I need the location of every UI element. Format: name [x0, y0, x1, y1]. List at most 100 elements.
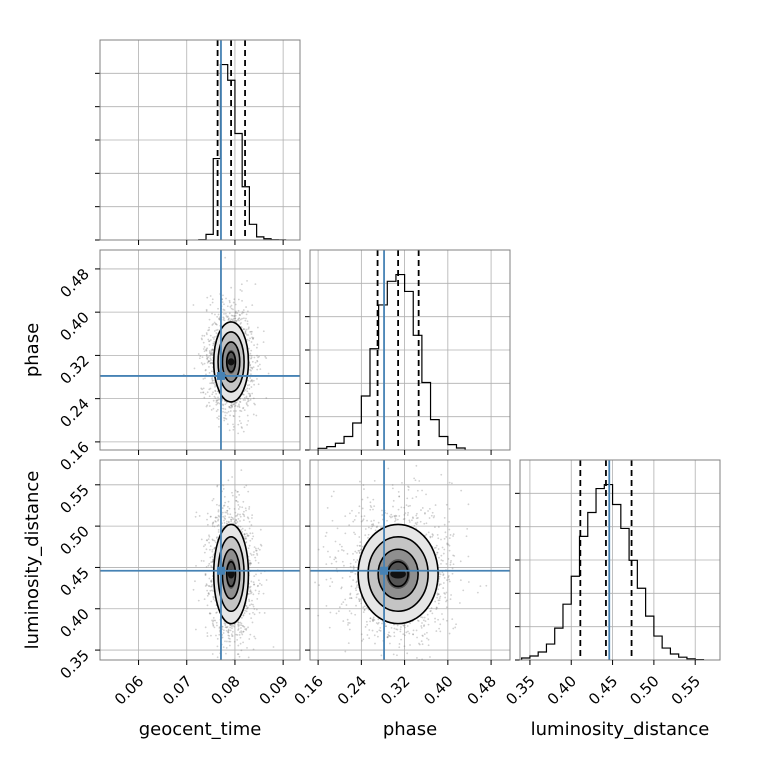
- sample-point: [243, 409, 246, 412]
- sample-point: [250, 366, 252, 369]
- sample-point: [425, 455, 427, 457]
- panel-frame: [99, 459, 301, 661]
- sample-point: [211, 538, 214, 541]
- sample-point: [227, 318, 230, 321]
- sample-point: [325, 578, 328, 581]
- sample-point: [440, 538, 442, 541]
- xtick-label: 0.40: [420, 672, 456, 708]
- sample-point: [429, 535, 432, 538]
- sample-point: [238, 313, 241, 316]
- sample-point: [436, 533, 439, 536]
- sample-point: [243, 513, 245, 516]
- sample-point: [246, 671, 248, 673]
- sample-point: [237, 432, 240, 435]
- sample-point: [224, 624, 227, 627]
- sample-point: [257, 562, 260, 564]
- sample-point: [336, 527, 339, 530]
- sample-point: [340, 545, 343, 548]
- sample-point: [237, 525, 240, 528]
- sample-point: [228, 644, 231, 647]
- sample-point: [395, 515, 398, 517]
- sample-point: [234, 522, 237, 524]
- sample-point: [214, 397, 217, 399]
- sample-point: [351, 571, 354, 573]
- sample-point: [251, 379, 253, 381]
- panel-geocent-time-luminosity-distance: 0.06 0.07 0.08 0.09 0.35 0.40 0.45 0.50 0.55: [56, 459, 301, 708]
- sample-point: [449, 563, 452, 566]
- sample-point: [415, 514, 418, 517]
- sample-point: [257, 547, 260, 550]
- sample-point: [208, 360, 211, 362]
- sample-point: [258, 590, 261, 593]
- sample-point: [228, 429, 231, 432]
- sample-point: [369, 617, 372, 620]
- sample-point: [235, 320, 238, 322]
- sample-point: [207, 584, 210, 587]
- sample-point: [217, 519, 219, 522]
- sample-point: [361, 498, 364, 501]
- sample-point: [238, 655, 241, 658]
- sample-point: [353, 531, 355, 534]
- sample-point: [252, 535, 255, 538]
- sample-point: [249, 561, 252, 564]
- sample-point: [366, 623, 369, 626]
- sample-point: [250, 386, 253, 388]
- sample-point: [226, 640, 228, 643]
- sample-point: [448, 580, 451, 583]
- sample-point: [265, 397, 268, 399]
- sample-point: [406, 514, 409, 516]
- sample-point: [221, 625, 224, 628]
- sample-point: [250, 379, 253, 382]
- sample-point: [446, 579, 448, 582]
- sample-point: [242, 406, 245, 409]
- sample-point: [232, 624, 234, 627]
- sample-point: [212, 598, 215, 600]
- sample-point: [245, 605, 248, 608]
- sample-point: [201, 363, 204, 366]
- sample-point: [237, 627, 240, 630]
- sample-point: [208, 593, 210, 596]
- sample-point: [206, 361, 209, 364]
- ytick-label: 0.48: [56, 265, 92, 301]
- xtick-label: 0.55: [668, 672, 704, 708]
- sample-point: [244, 537, 247, 540]
- sample-point: [211, 361, 214, 364]
- sample-point: [225, 652, 227, 655]
- sample-point: [423, 522, 426, 525]
- sample-point: [334, 540, 337, 543]
- sample-point: [239, 642, 242, 645]
- sample-point: [234, 310, 237, 313]
- sample-point: [224, 256, 227, 259]
- contour-3: [212, 321, 250, 403]
- sample-point: [380, 665, 382, 667]
- sample-point: [435, 608, 438, 610]
- sample-point: [230, 518, 233, 521]
- sample-point: [256, 368, 259, 371]
- sample-point: [249, 589, 252, 592]
- sample-point: [209, 304, 212, 306]
- sample-point: [444, 531, 447, 534]
- sample-point: [223, 303, 225, 306]
- sample-point: [423, 633, 426, 636]
- sample-point: [235, 519, 238, 522]
- sample-point: [452, 535, 454, 537]
- sample-point: [355, 596, 358, 599]
- sample-point: [251, 367, 254, 370]
- sample-point: [193, 367, 196, 370]
- sample-point: [379, 626, 382, 629]
- sample-point: [234, 312, 237, 314]
- sample-point: [392, 653, 395, 656]
- sample-point: [333, 558, 336, 561]
- sample-point: [215, 323, 217, 326]
- sample-point: [214, 313, 216, 316]
- sample-point: [443, 548, 446, 551]
- sample-point: [213, 525, 216, 528]
- sample-point: [249, 590, 251, 593]
- sample-point: [218, 398, 220, 401]
- sample-point: [243, 533, 246, 536]
- sample-point: [441, 613, 443, 615]
- sample-point: [244, 332, 247, 335]
- sample-point: [447, 576, 450, 579]
- sample-point: [227, 628, 230, 631]
- sample-point: [234, 311, 237, 314]
